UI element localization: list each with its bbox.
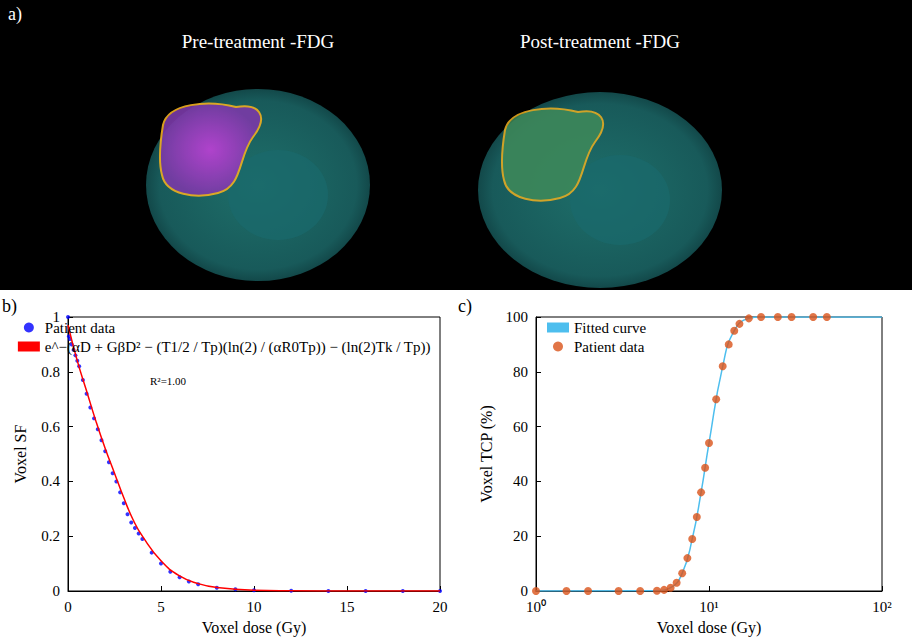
svg-text:10²: 10² — [872, 599, 892, 615]
svg-text:Post-treatment -FDG: Post-treatment -FDG — [520, 31, 680, 52]
svg-text:Pre-treatment -FDG: Pre-treatment -FDG — [182, 31, 335, 52]
svg-text:Patient data: Patient data — [574, 339, 645, 355]
svg-text:a): a) — [8, 4, 22, 25]
svg-text:1: 1 — [52, 309, 60, 325]
svg-text:20: 20 — [433, 599, 448, 615]
svg-text:10: 10 — [247, 599, 262, 615]
svg-text:60: 60 — [513, 419, 528, 435]
svg-text:0: 0 — [521, 583, 529, 599]
svg-text:Voxel TCP (%): Voxel TCP (%) — [478, 405, 496, 502]
svg-text:20: 20 — [513, 528, 528, 544]
svg-text:0.6: 0.6 — [41, 419, 60, 435]
svg-text:100: 100 — [506, 309, 529, 325]
svg-text:0.2: 0.2 — [41, 528, 60, 544]
svg-text:Voxel dose (Gy): Voxel dose (Gy) — [657, 619, 762, 637]
svg-text:10¹: 10¹ — [699, 599, 719, 615]
svg-text:c): c) — [458, 296, 472, 317]
svg-text:b): b) — [2, 296, 17, 317]
svg-text:0: 0 — [53, 583, 61, 599]
svg-text:0: 0 — [64, 599, 72, 615]
svg-text:Voxel dose (Gy): Voxel dose (Gy) — [202, 619, 307, 637]
svg-text:5: 5 — [157, 599, 165, 615]
svg-text:Patient data: Patient data — [45, 320, 116, 336]
svg-text:Fitted curve: Fitted curve — [574, 320, 646, 336]
svg-text:0.4: 0.4 — [41, 473, 60, 489]
svg-text:R²=1.00: R²=1.00 — [150, 375, 187, 387]
svg-text:10⁰: 10⁰ — [526, 599, 546, 615]
svg-text:e^−(αD + GβD² − (T1/2 / Tp)(ln: e^−(αD + GβD² − (T1/2 / Tp)(ln(2) / (αR0… — [45, 339, 431, 356]
svg-text:80: 80 — [513, 364, 528, 380]
svg-text:40: 40 — [513, 473, 528, 489]
svg-text:15: 15 — [340, 599, 355, 615]
svg-text:Voxel SF: Voxel SF — [12, 424, 29, 483]
svg-text:0.8: 0.8 — [41, 364, 60, 380]
